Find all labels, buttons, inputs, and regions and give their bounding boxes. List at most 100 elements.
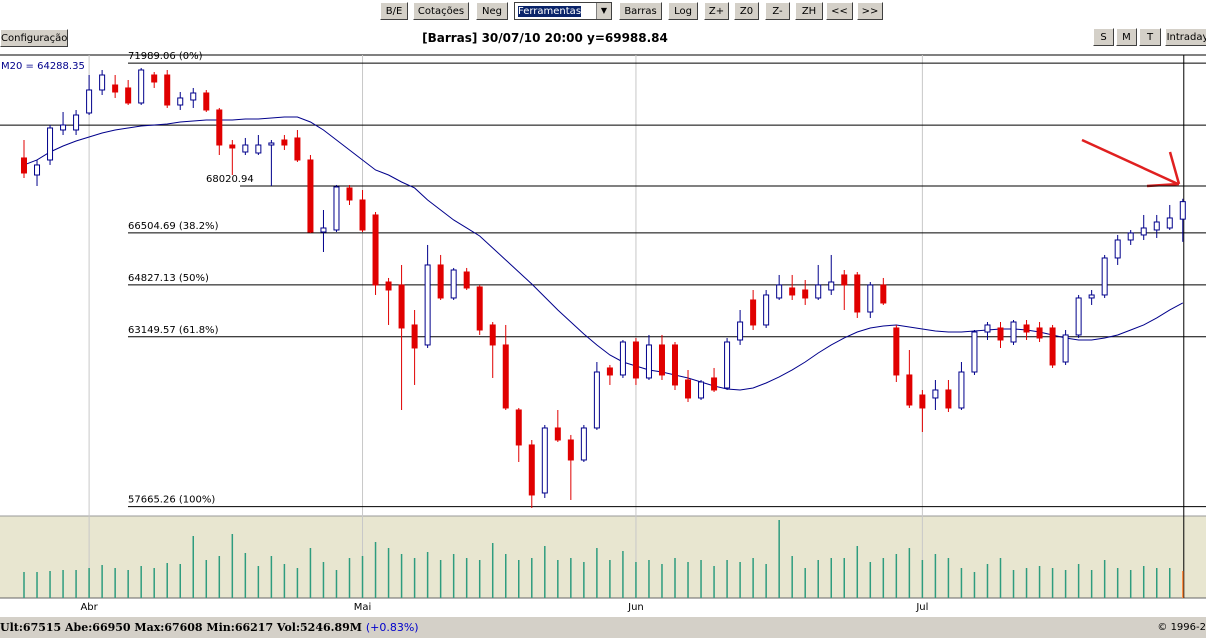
candle-body <box>450 269 457 299</box>
candle-body <box>1075 297 1082 336</box>
candle-body <box>841 274 848 286</box>
candle-body <box>307 159 314 233</box>
candle-body <box>984 324 991 333</box>
candle-body <box>476 286 483 331</box>
indicator-line <box>23 116 1184 391</box>
candle-body <box>47 127 54 161</box>
candle-body <box>437 264 444 299</box>
candle-body <box>112 84 119 93</box>
candle-body <box>281 139 288 146</box>
x-tick-label: Jul <box>915 602 928 613</box>
candle-body <box>1049 327 1056 366</box>
candle-body <box>802 289 809 299</box>
candle-body <box>1166 217 1173 229</box>
candle-body <box>99 74 106 91</box>
level-label: 71989.06 (0%) <box>128 51 203 62</box>
candle-body <box>580 427 587 461</box>
toolbar-button[interactable]: Z- <box>765 2 790 20</box>
candle-body <box>1153 221 1160 231</box>
view-button[interactable]: M <box>1116 28 1137 46</box>
candle-body <box>658 344 665 376</box>
candle-body <box>86 89 93 114</box>
config-button[interactable]: Configuração <box>0 29 68 47</box>
candle-body <box>698 381 705 399</box>
candle-body <box>229 144 236 149</box>
toolbar-button[interactable]: >> <box>857 2 883 20</box>
candle-body <box>411 324 418 349</box>
candle-body <box>1101 257 1108 296</box>
candle-body <box>867 284 874 313</box>
candle-body <box>203 92 210 111</box>
candle-body <box>216 109 223 146</box>
candle-body <box>463 271 470 289</box>
candle-body <box>190 92 197 101</box>
toolbar-button[interactable]: Z+ <box>704 2 729 20</box>
candle-body <box>60 124 67 131</box>
candle-body <box>1127 232 1134 241</box>
candle-body <box>945 389 952 409</box>
view-button[interactable]: S <box>1093 28 1114 46</box>
candle-body <box>906 374 913 406</box>
candle-body <box>593 371 600 429</box>
toolbar-button[interactable]: Barras <box>619 2 662 20</box>
candle-body <box>645 344 652 379</box>
chart-title: [Barras] 30/07/10 20:00 y=69988.84 <box>422 31 668 45</box>
candle-body <box>502 344 509 409</box>
candle-body <box>1010 321 1017 343</box>
toolbar-button[interactable]: << <box>826 2 853 20</box>
candle-body <box>1140 227 1147 236</box>
dropdown[interactable]: Ferramentas ▼ <box>514 2 612 20</box>
candle-body <box>489 324 496 346</box>
candle-body <box>685 379 692 399</box>
dropdown-arrow[interactable]: ▼ <box>596 3 611 19</box>
toolbar-button[interactable]: Log <box>668 2 698 20</box>
x-tick-label: Abr <box>80 602 98 613</box>
toolbar-button[interactable]: ZH <box>795 2 823 20</box>
candle-body <box>958 371 965 409</box>
level-label: 66504.69 (38.2%) <box>128 221 219 232</box>
candle-body <box>632 341 639 379</box>
candle-body <box>724 341 731 389</box>
candle-body <box>1036 327 1043 339</box>
candle-body <box>776 284 783 299</box>
candle-body <box>73 114 80 131</box>
candle-body <box>893 327 900 376</box>
candle-body <box>919 394 926 409</box>
candle-body <box>385 281 392 291</box>
candle-body <box>346 187 353 201</box>
candle-body <box>997 327 1004 341</box>
change: (+0.83%) <box>365 621 419 634</box>
view-button[interactable]: T <box>1139 28 1161 46</box>
candle-body <box>21 157 27 174</box>
candle-body <box>672 344 678 386</box>
toolbar-button[interactable]: B/E <box>380 2 408 20</box>
view-button[interactable]: Intraday <box>1165 28 1206 46</box>
candle-body <box>711 377 718 391</box>
x-tick-label: Mai <box>354 602 372 613</box>
candle-body <box>294 137 301 161</box>
candle-body <box>619 341 626 376</box>
candle-body <box>125 87 132 104</box>
candle-body <box>737 321 744 341</box>
candle-body <box>1062 334 1069 363</box>
candle-body <box>789 287 796 296</box>
candle-body <box>268 142 275 146</box>
toolbar-button[interactable]: Z0 <box>734 2 759 20</box>
level-label: 57665.26 (100%) <box>128 495 215 506</box>
x-tick-label: Jun <box>627 602 644 613</box>
candle-body <box>554 427 561 441</box>
candle-body <box>515 409 522 446</box>
annotation-arrow <box>1081 138 1181 188</box>
candle-body <box>372 214 379 286</box>
indicator-label: M20 = 64288.35 <box>1 61 85 72</box>
toolbar-button[interactable]: Neg <box>476 2 508 20</box>
candle-body <box>398 284 405 329</box>
candle-body <box>854 274 861 313</box>
candle-body <box>932 389 939 399</box>
toolbar-button[interactable]: Cotações <box>413 2 469 20</box>
candle-body <box>333 186 340 231</box>
candle-body <box>567 439 574 461</box>
candle-body <box>750 299 757 326</box>
candle-body <box>255 144 262 154</box>
